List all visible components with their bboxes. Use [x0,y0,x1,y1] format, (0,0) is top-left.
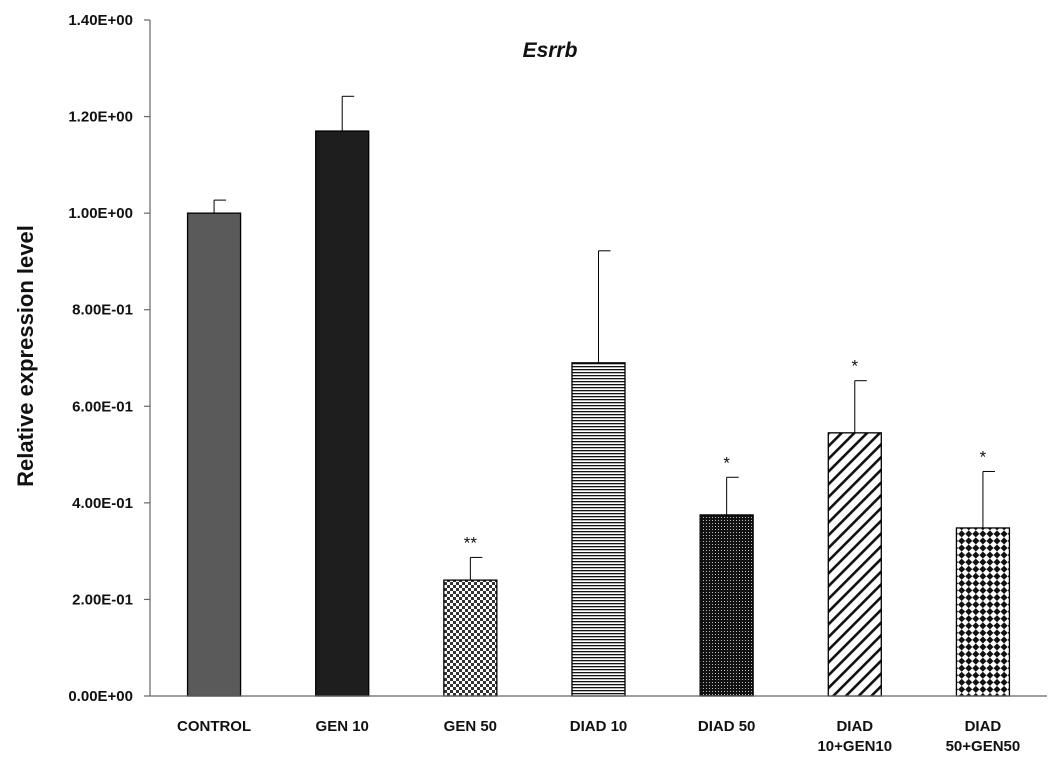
bar [443,579,498,697]
y-tick-label: 8.00E-01 [72,302,133,319]
x-tick-label: DIAD 50+GEN50 [946,718,1021,755]
y-axis-label: Relative expression level [13,225,38,487]
y-tick-label: 1.20E+00 [68,109,133,126]
x-tick-label: CONTROL [177,718,251,735]
x-categories-layer: CONTROL GEN 10 GEN 50 DIAD 10 DIAD 50 DIAD 10+… [177,718,1020,755]
x-tick-label: DIAD 10+GEN10 [817,718,892,755]
bar [571,362,626,697]
x-tick-label: GEN 10 [316,718,369,735]
significance-marker: * [980,447,987,466]
chart-title: Esrrb [523,39,578,62]
significance-marker: * [851,357,858,376]
y-tick-label: 1.00E+00 [68,205,133,222]
significance-marker: ** [464,533,478,552]
bars-layer [186,130,1011,697]
y-ticks-layer: 0.00E+00 2.00E-01 4.00E-01 6.00E-01 8.00E-01… [68,12,150,705]
axes-layer [149,20,1047,697]
error-bars-layer [213,95,995,581]
bar [827,432,882,697]
bar [186,212,242,697]
bar [955,527,1011,697]
y-tick-label: 2.00E-01 [72,591,133,608]
y-tick-label: 0.00E+00 [68,688,133,705]
y-tick-label: 4.00E-01 [72,495,133,512]
y-tick-label: 1.40E+00 [68,12,133,29]
x-tick-label: DIAD 50 [698,718,756,735]
bar [315,130,370,697]
x-tick-label: GEN 50 [444,718,497,735]
y-tick-label: 6.00E-01 [72,398,133,415]
x-tick-label: DIAD 10 [570,718,628,735]
significance-marker: * [723,453,730,472]
bar [699,514,754,697]
significance-layer: ***** [464,357,987,553]
